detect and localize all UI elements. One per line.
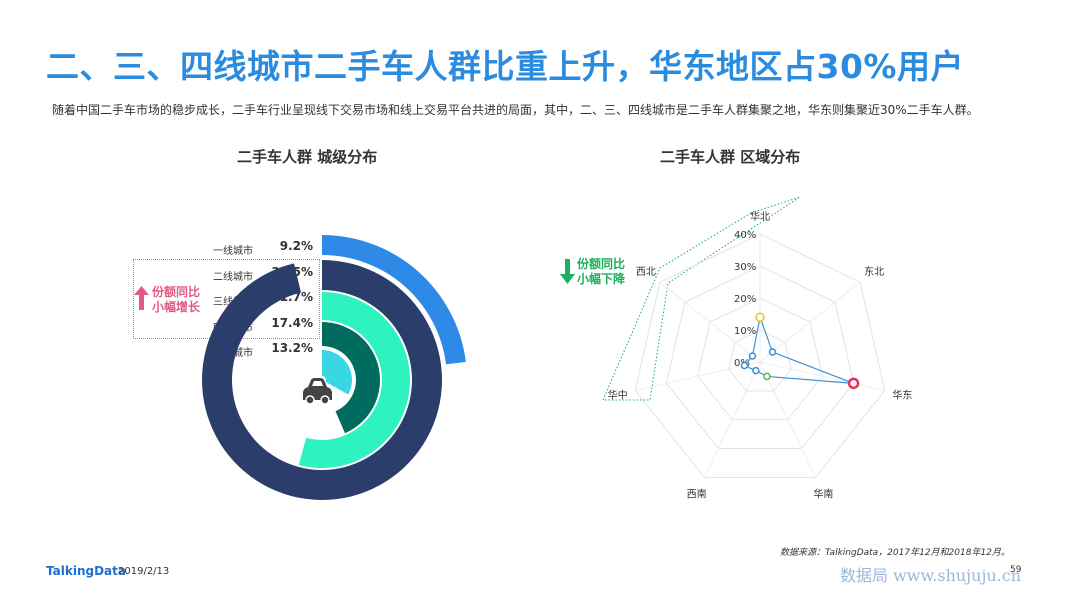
radar-point <box>740 361 749 370</box>
radar-grid-ring <box>634 233 886 478</box>
radar-spoke <box>759 361 885 391</box>
decline-highlight-box <box>602 196 801 401</box>
city-label-row: 一线城市 9.2% <box>213 239 313 259</box>
radar-tick-label: 20% <box>734 294 756 305</box>
radar-category-label: 西北 <box>636 266 656 278</box>
decline-callout-line1: 份额同比 <box>577 257 626 271</box>
left-chart-title: 二手车人群 城级分布 <box>237 148 378 166</box>
page-number: 59 <box>1010 565 1022 575</box>
radar-spoke <box>759 281 861 363</box>
radar-point <box>752 366 760 375</box>
decline-callout-line2: 小幅下降 <box>577 272 626 286</box>
radar-category-label: 华东 <box>892 388 912 401</box>
radial-bar-4 <box>322 322 381 434</box>
radar-grid-ring <box>697 297 823 421</box>
city-name: 二线城市 <box>213 271 253 283</box>
page-subtitle: 随着中国二手车市场的稳步成长，二手车行业呈现线下交易市场和线上交易平台共进的局面… <box>52 103 979 117</box>
radar-category-label: 东北 <box>864 265 884 278</box>
radar-point <box>768 348 777 356</box>
city-value: 9.2% <box>279 239 313 253</box>
city-value: 17.4% <box>271 315 313 330</box>
growth-callout-line2: 小幅增长 <box>152 300 201 314</box>
radar-category-label: 华北 <box>750 210 770 223</box>
page-title: 二、三、四线城市二手车人群比重上升，华东地区占30%用户 <box>46 47 964 86</box>
radar-tick-label: 40% <box>734 230 756 241</box>
radar-point <box>763 372 771 381</box>
radar-spoke <box>659 281 761 363</box>
city-radial-chart <box>202 235 466 501</box>
decline-callout: 份额同比 小幅下降 <box>577 257 625 287</box>
up-arrow-icon <box>134 286 149 310</box>
radar-point <box>847 377 860 390</box>
radar-point <box>748 352 757 360</box>
radar-spoke <box>759 361 816 478</box>
footer-date: 2019/2/13 <box>118 566 170 577</box>
car-icon <box>303 378 332 405</box>
down-arrow-icon <box>560 259 575 284</box>
radar-category-label: 西南 <box>687 488 707 501</box>
watermark: 数据局 www.shujuju.cn <box>840 566 1022 585</box>
radar-tick-label: 30% <box>734 262 756 273</box>
radar-point <box>755 312 765 322</box>
radial-bar-5 <box>322 350 352 395</box>
radar-spoke <box>635 361 761 391</box>
city-name: 一线城市 <box>213 246 253 257</box>
city-value: 13.2% <box>271 341 313 355</box>
radial-bar-3 <box>298 292 411 469</box>
talkingdata-logo: TalkingData <box>46 564 126 578</box>
radar-category-label: 华南 <box>813 488 833 501</box>
radar-grid-ring <box>665 265 855 449</box>
radial-bar-1 <box>322 235 466 365</box>
radar-tick-label: 10% <box>734 326 756 337</box>
growth-callout: 份额同比 小幅增长 <box>152 285 200 315</box>
data-source: 数据来源：TalkingData，2017年12月和2018年12月。 <box>780 548 1010 558</box>
radar-grid-ring <box>728 329 792 392</box>
radar-category-label: 华中 <box>608 388 628 401</box>
growth-callout-line1: 份额同比 <box>152 285 201 299</box>
radar-series-line <box>743 314 854 384</box>
right-chart-title: 二手车人群 区域分布 <box>660 148 801 166</box>
radar-spoke <box>704 361 761 478</box>
